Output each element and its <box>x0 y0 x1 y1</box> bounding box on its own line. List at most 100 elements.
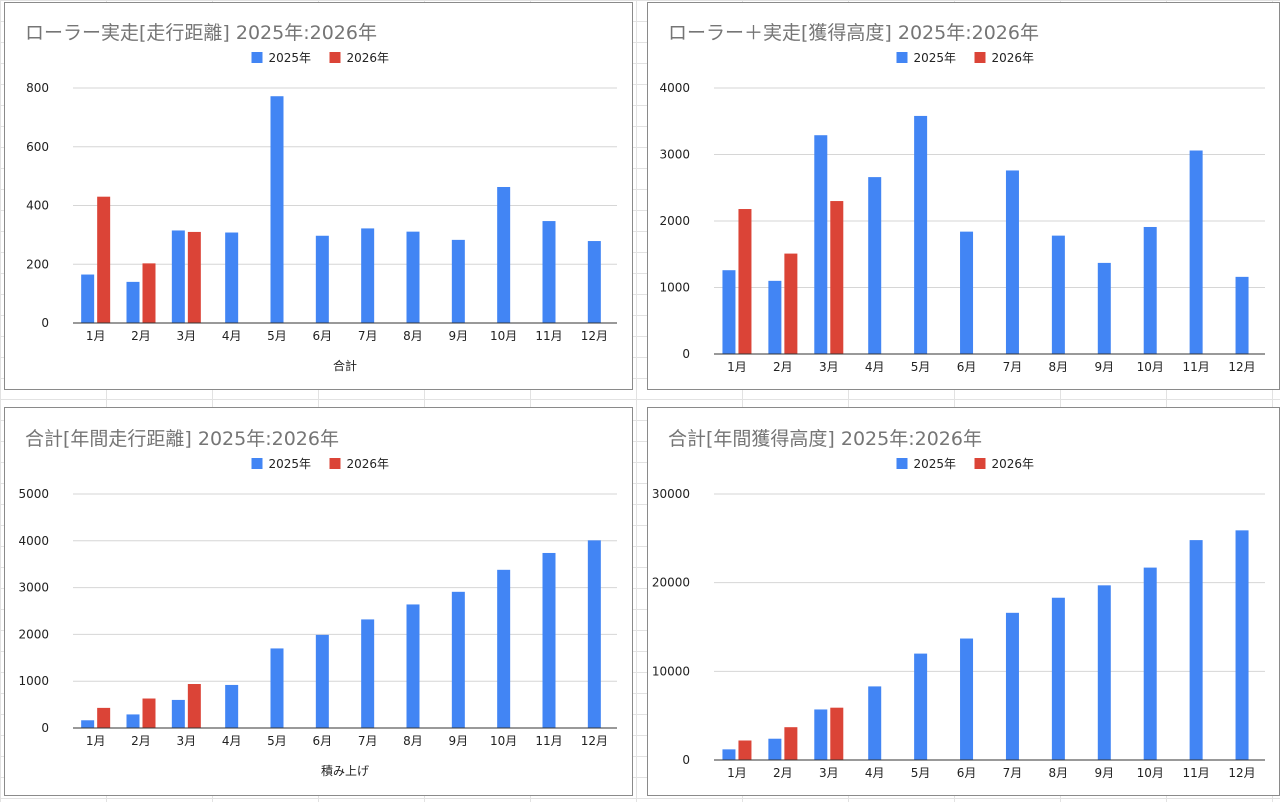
x-tick-label: 9月 <box>449 734 469 748</box>
chart-panel-distance: ローラー実走[走行距離] 2025年:2026年 2025年 2026年 0 200 40… <box>4 2 633 390</box>
bar-2026年-1月 <box>97 707 111 728</box>
bar-2025年-5月 <box>270 648 284 728</box>
bar-2026年-3月 <box>830 201 844 354</box>
bar-2025年-2月 <box>768 738 782 760</box>
bar-2025年-11月 <box>1189 540 1203 760</box>
x-tick-label: 3月 <box>177 734 197 748</box>
y-tick-label: 10000 <box>652 664 690 678</box>
bar-2025年-10月 <box>497 186 511 323</box>
x-tick-label: 9月 <box>1094 360 1114 374</box>
legend-label-2025: 2025年 <box>269 51 312 65</box>
chart-panel-cumulative-elevation: 合計[年間獲得高度] 2025年:2026年 2025年 2026年 0 10000 20… <box>647 407 1280 796</box>
x-tick-label: 10月 <box>1137 360 1164 374</box>
bar-2025年-3月 <box>814 135 828 354</box>
x-tick-label: 12月 <box>581 329 608 343</box>
x-tick-label: 3月 <box>177 329 197 343</box>
bar-2026年-1月 <box>738 740 752 760</box>
bar-2026年-3月 <box>830 707 844 760</box>
bar-2025年-9月 <box>451 591 465 728</box>
x-axis-label: 積み上げ <box>321 763 369 778</box>
x-tick-label: 6月 <box>957 360 977 374</box>
bar-2025年-1月 <box>81 720 95 728</box>
bar-2026年-3月 <box>187 684 201 728</box>
x-tick-label: 4月 <box>222 329 242 343</box>
chart-panel-cumulative-distance: 合計[年間走行距離] 2025年:2026年 2025年 2026年 0 1000 200… <box>4 407 633 796</box>
bar-2025年-7月 <box>361 228 375 323</box>
x-tick-label: 9月 <box>449 329 469 343</box>
bar-2025年-11月 <box>1189 150 1203 354</box>
legend-label-2026: 2026年 <box>347 457 390 471</box>
x-tick-label: 12月 <box>581 734 608 748</box>
bar-2025年-11月 <box>542 221 556 323</box>
legend-swatch-2025 <box>896 458 908 469</box>
x-tick-label: 1月 <box>727 360 747 374</box>
legend-swatch-2025 <box>896 52 908 63</box>
bar-2025年-9月 <box>1097 585 1111 760</box>
legend-label-2026: 2026年 <box>347 51 390 65</box>
bar-2025年-7月 <box>361 619 375 728</box>
y-tick-label: 600 <box>26 140 49 154</box>
chart-elevation: ローラー＋実走[獲得高度] 2025年:2026年 2025年 2026年 0 1000… <box>659 22 1265 374</box>
x-tick-label: 3月 <box>819 766 839 780</box>
chart-panel-elevation: ローラー＋実走[獲得高度] 2025年:2026年 2025年 2026年 0 1000… <box>647 2 1280 390</box>
x-tick-label: 1月 <box>727 766 747 780</box>
y-tick-label: 1000 <box>18 674 49 688</box>
y-tick-label: 0 <box>682 753 690 767</box>
chart-distance: ローラー実走[走行距離] 2025年:2026年 2025年 2026年 0 200 40… <box>25 22 617 373</box>
y-tick-label: 4000 <box>18 534 49 548</box>
y-tick-label: 5000 <box>18 487 49 501</box>
x-tick-label: 2月 <box>773 360 793 374</box>
x-tick-label: 4月 <box>222 734 242 748</box>
bar-2025年-12月 <box>1235 276 1249 354</box>
x-tick-label: 1月 <box>86 734 106 748</box>
bar-2025年-6月 <box>315 634 329 728</box>
x-tick-label: 6月 <box>313 734 333 748</box>
chart-cumulative-elevation: 合計[年間獲得高度] 2025年:2026年 2025年 2026年 0 10000 20… <box>652 428 1265 780</box>
x-axis-label: 合計 <box>333 358 357 373</box>
chart-title: 合計[年間走行距離] 2025年:2026年 <box>25 428 339 450</box>
bar-2025年-7月 <box>1005 170 1019 354</box>
y-tick-label: 4000 <box>659 81 690 95</box>
x-tick-label: 5月 <box>267 329 287 343</box>
y-tick-label: 0 <box>41 316 49 330</box>
bar-2026年-2月 <box>142 698 156 728</box>
y-tick-label: 3000 <box>18 581 49 595</box>
x-tick-label: 11月 <box>535 734 562 748</box>
x-tick-label: 12月 <box>1228 766 1255 780</box>
legend-label-2026: 2026年 <box>992 457 1035 471</box>
x-tick-label: 7月 <box>1003 766 1023 780</box>
bar-2025年-1月 <box>81 274 95 323</box>
y-tick-label: 20000 <box>652 576 690 590</box>
x-tick-label: 6月 <box>313 329 333 343</box>
bar-2025年-6月 <box>960 638 974 760</box>
bar-2025年-10月 <box>497 569 511 728</box>
bar-2025年-12月 <box>587 241 601 323</box>
x-tick-label: 9月 <box>1094 766 1114 780</box>
legend-label-2025: 2025年 <box>914 457 957 471</box>
legend-swatch-2026 <box>329 52 341 63</box>
y-tick-label: 2000 <box>659 214 690 228</box>
bar-2025年-9月 <box>1097 262 1111 354</box>
x-tick-label: 12月 <box>1228 360 1255 374</box>
x-tick-label: 11月 <box>1182 766 1209 780</box>
bar-2025年-3月 <box>171 230 185 323</box>
bar-2025年-6月 <box>315 235 329 323</box>
bar-2025年-12月 <box>587 540 601 728</box>
x-tick-label: 4月 <box>865 766 885 780</box>
bar-2026年-2月 <box>784 727 798 760</box>
bar-2025年-5月 <box>914 653 928 760</box>
bar-2026年-2月 <box>142 263 156 323</box>
legend-label-2025: 2025年 <box>914 51 957 65</box>
bar-2025年-3月 <box>171 699 185 728</box>
bar-2025年-7月 <box>1005 612 1019 760</box>
x-tick-label: 11月 <box>535 329 562 343</box>
x-tick-label: 5月 <box>267 734 287 748</box>
bar-2025年-4月 <box>868 177 882 354</box>
y-tick-label: 0 <box>41 721 49 735</box>
x-tick-label: 8月 <box>1049 766 1069 780</box>
y-tick-label: 30000 <box>652 487 690 501</box>
bar-2025年-8月 <box>1051 597 1065 760</box>
legend-swatch-2026 <box>329 458 341 469</box>
x-tick-label: 5月 <box>911 766 931 780</box>
x-tick-label: 1月 <box>86 329 106 343</box>
